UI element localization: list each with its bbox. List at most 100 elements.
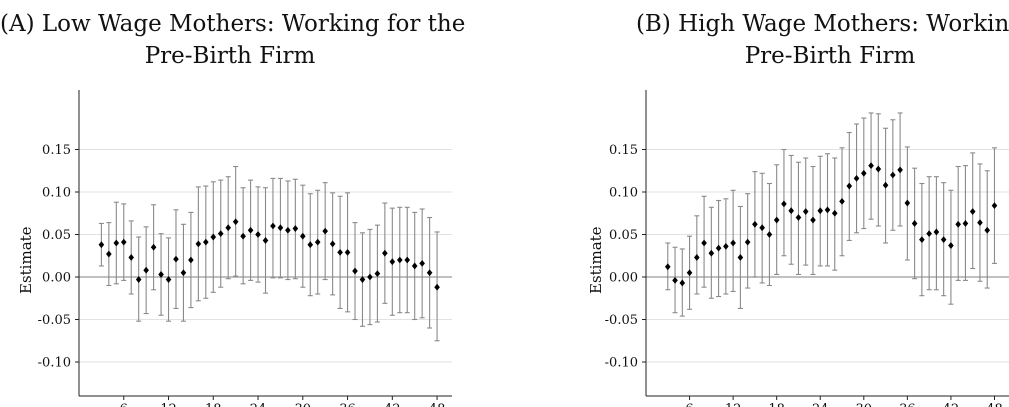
y-tick-label: 0.15: [609, 143, 638, 158]
chart-title: (B) High Wage Mothers: Working Pre-Birth…: [570, 8, 1009, 72]
data-point: [926, 176, 932, 291]
data-point: [715, 199, 722, 298]
y-tick-label: 0.10: [609, 186, 638, 201]
data-point: [307, 193, 314, 297]
point-marker: [672, 277, 678, 284]
point-marker: [890, 171, 896, 179]
data-point: [810, 165, 816, 276]
point-marker: [664, 263, 671, 271]
point-marker: [404, 256, 411, 264]
data-point: [217, 179, 224, 288]
x-tick-label: 42: [384, 402, 401, 407]
data-point: [744, 193, 751, 289]
data-point: [337, 195, 343, 310]
point-marker: [113, 239, 120, 247]
point-marker: [766, 231, 773, 238]
point-marker: [411, 262, 418, 270]
x-tick-label: 24: [250, 402, 267, 407]
data-point: [120, 203, 127, 281]
data-point: [868, 112, 874, 220]
data-point: [411, 211, 418, 321]
y-tick-label: 0.15: [42, 143, 71, 158]
point-marker: [367, 273, 373, 281]
point-marker: [686, 269, 693, 277]
point-marker: [262, 237, 269, 244]
point-marker: [300, 232, 306, 240]
y-tick-label: 0.10: [42, 186, 71, 201]
point-marker: [158, 271, 164, 278]
y-tick-label: 0.00: [609, 271, 638, 286]
data-point: [875, 113, 882, 227]
data-point: [352, 222, 358, 321]
point-marker: [195, 240, 202, 248]
point-marker: [352, 267, 358, 275]
point-marker: [426, 269, 433, 277]
data-point: [752, 171, 758, 278]
point-marker: [708, 249, 715, 257]
x-tick-label: 42: [943, 402, 960, 407]
data-point: [991, 147, 998, 264]
x-tick-label: 36: [899, 402, 916, 407]
point-marker: [322, 227, 328, 235]
point-marker: [752, 220, 758, 228]
data-point: [919, 182, 925, 297]
data-point: [434, 231, 440, 342]
point-marker: [232, 218, 239, 226]
point-marker: [150, 243, 157, 251]
data-point: [135, 236, 142, 322]
point-marker: [831, 209, 838, 217]
y-tick-label: -0.05: [38, 313, 71, 328]
point-marker: [225, 224, 231, 232]
data-point: [247, 179, 254, 281]
point-marker: [781, 200, 787, 208]
data-point: [781, 148, 787, 257]
point-marker: [846, 182, 853, 190]
point-marker: [853, 175, 860, 182]
point-marker: [962, 220, 969, 227]
data-point: [240, 187, 246, 285]
x-tick-label: 24: [812, 402, 829, 407]
point-marker: [135, 276, 142, 283]
point-marker: [292, 225, 299, 232]
point-marker: [868, 162, 874, 170]
point-marker: [955, 220, 961, 228]
point-marker: [419, 260, 425, 267]
point-marker: [861, 169, 867, 177]
data-point: [773, 164, 780, 276]
title-line-1: (A) Low Wage Mothers: Working for the: [0, 11, 466, 37]
point-marker: [817, 207, 824, 215]
data-point: [314, 189, 321, 295]
data-point: [737, 205, 744, 310]
point-marker: [180, 269, 187, 277]
point-marker: [744, 238, 751, 246]
data-point: [904, 146, 911, 261]
point-marker: [128, 254, 135, 261]
data-point: [861, 117, 867, 230]
data-point: [225, 176, 231, 280]
point-marker: [737, 254, 744, 261]
data-point: [940, 182, 947, 297]
point-marker: [217, 230, 224, 238]
data-point: [150, 204, 157, 291]
data-point: [817, 155, 824, 267]
data-point: [664, 242, 671, 291]
point-marker: [897, 166, 903, 174]
point-marker: [374, 270, 381, 277]
point-marker: [143, 266, 149, 274]
point-marker: [723, 243, 729, 250]
point-marker: [694, 254, 700, 261]
y-tick-label: -0.05: [605, 313, 638, 328]
data-point: [292, 178, 299, 280]
point-marker: [919, 236, 925, 243]
data-point: [180, 223, 187, 322]
x-tick-label: 30: [856, 402, 873, 407]
data-point: [962, 165, 969, 281]
point-marker: [270, 222, 276, 230]
data-point: [277, 177, 284, 279]
point-marker: [788, 207, 794, 215]
y-tick-label: 0.05: [609, 228, 638, 243]
point-marker: [701, 239, 707, 247]
plot-area: 0.15 0.10 0.05 0.00 -0.05 -0.10 6 12 18 24 30 36 42 4…: [605, 90, 1009, 407]
data-point: [911, 167, 918, 280]
title-line-2: Pre-Birth Firm: [744, 43, 916, 69]
